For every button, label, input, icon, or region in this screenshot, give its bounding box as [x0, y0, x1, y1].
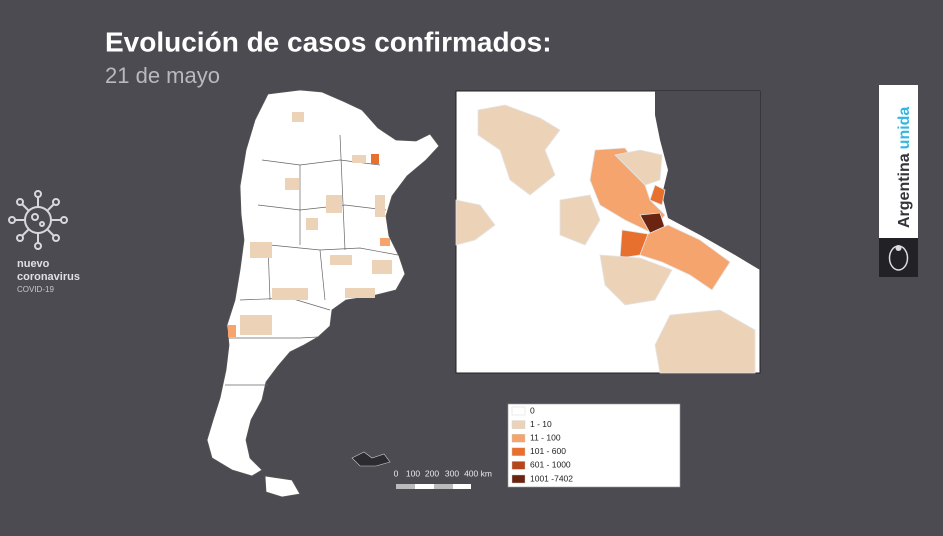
legend-label: 0 — [530, 405, 535, 415]
area — [285, 178, 299, 190]
area — [372, 260, 392, 274]
scale-segment — [396, 484, 415, 489]
area — [272, 288, 308, 300]
area — [240, 315, 272, 335]
scale-segment — [434, 484, 453, 489]
emblem-box — [879, 238, 918, 277]
area — [292, 112, 304, 122]
river-plate — [655, 91, 760, 270]
inset-map — [455, 90, 761, 374]
legend-label: 11 - 100 — [530, 432, 561, 442]
area — [375, 195, 385, 217]
legend-label: 1001 -7402 — [530, 473, 573, 483]
legend-swatch — [511, 434, 526, 443]
area — [326, 195, 342, 213]
legend-swatch — [511, 474, 526, 484]
title: Evolución de casos confirmados: — [105, 26, 552, 57]
area — [306, 218, 318, 230]
badge-line: nuevo — [17, 258, 50, 270]
islands — [351, 451, 391, 467]
legend-swatch — [511, 406, 526, 416]
scale-label: 200 — [425, 468, 439, 478]
subtitle: 21 de mayo — [105, 63, 220, 88]
scale-bar — [396, 484, 471, 489]
scale-label: 0 — [394, 468, 399, 478]
case-areas — [228, 112, 392, 337]
scale-segment — [396, 484, 471, 489]
main-map — [206, 89, 440, 498]
area — [352, 155, 366, 163]
area — [380, 238, 390, 246]
badge-line: COVID-19 — [17, 285, 54, 294]
area — [228, 325, 236, 337]
emblem-sun — [895, 245, 902, 251]
virus-icon — [8, 190, 68, 250]
brand-text: Argentina unida — [896, 107, 913, 228]
area — [371, 154, 379, 164]
area — [250, 242, 272, 258]
badge-line: coronavirus — [17, 271, 80, 283]
legend-label: 601 - 1000 — [530, 460, 571, 470]
legend-swatch — [511, 461, 526, 470]
legend-swatch — [511, 420, 526, 429]
legend-swatch — [511, 447, 526, 456]
tierra-del-fuego — [264, 475, 301, 498]
brand-word: Argentina — [896, 153, 913, 228]
scale-label: 300 — [445, 468, 459, 478]
brand-word: unida — [896, 107, 913, 150]
area — [345, 288, 375, 298]
districts — [455, 104, 756, 374]
scale-label: 400 km — [464, 468, 492, 478]
legend-box — [507, 403, 681, 488]
scale-label: 100 — [406, 468, 420, 478]
area — [330, 255, 352, 265]
brand-word: Argentina unida — [896, 107, 913, 228]
legend-label: 101 - 600 — [530, 446, 566, 456]
brand-box — [879, 85, 918, 238]
legend-label: 1 - 10 — [530, 419, 552, 429]
